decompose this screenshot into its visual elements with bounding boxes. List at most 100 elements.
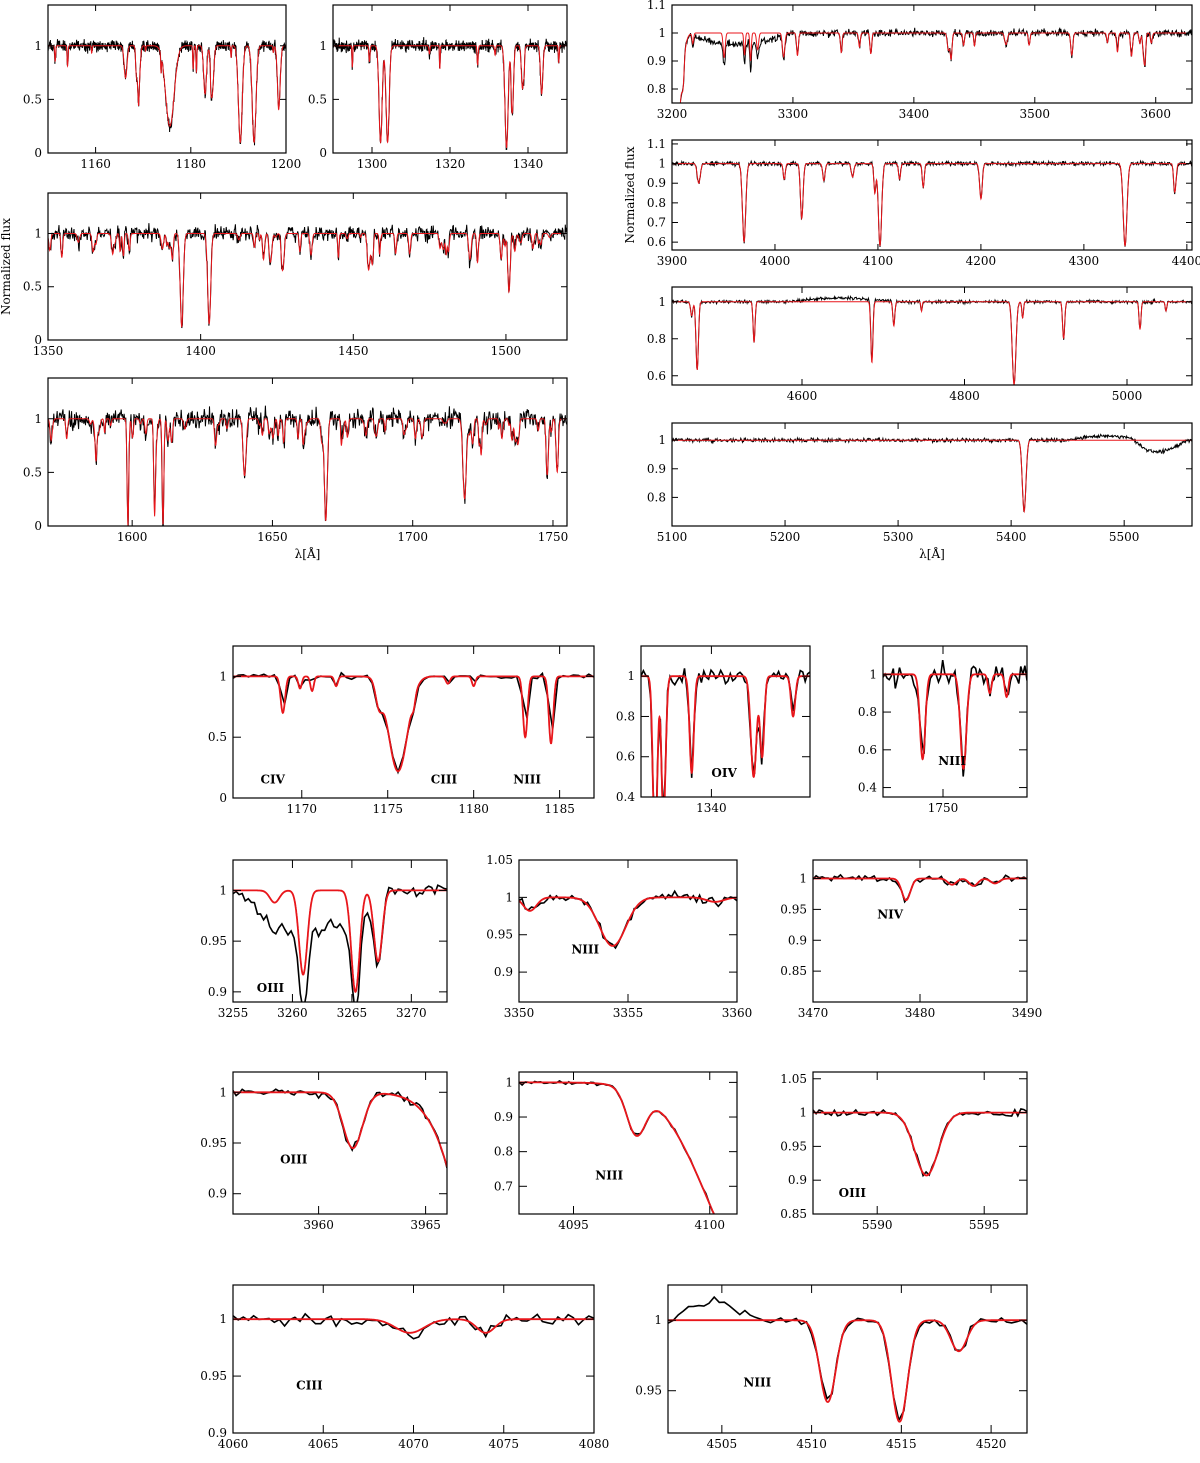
y-tick-label-z3-3: 1 <box>869 667 877 681</box>
x-tick-label-z4-1: 3260 <box>277 1006 308 1020</box>
line-annotation-z11-0: NIII <box>743 1375 771 1389</box>
y-tick-label-z9-1: 0.9 <box>788 1173 807 1187</box>
x-tick-label-p3-3: 1500 <box>491 344 522 358</box>
panel-frame-p6 <box>671 139 1193 251</box>
x-tick-label-z5-1: 3355 <box>613 1006 644 1020</box>
x-tick-label-p7-0: 4600 <box>787 389 818 403</box>
x-tick-label-p6-4: 4300 <box>1069 254 1100 268</box>
panel-frame-p1 <box>47 4 287 154</box>
y-tick-label-z10-2: 1 <box>219 1312 227 1326</box>
line-annotation-z4-0: OIII <box>257 981 285 995</box>
line-annotation-z1-2: NIII <box>513 772 541 786</box>
panel-z3: 1750 0.4 0.6 0.8 1 NIII <box>858 645 1028 815</box>
y-tick-label-p1-0: 0 <box>34 146 42 160</box>
panel-z6: 3470 3480 3490 0.85 0.9 0.95 1 NIV <box>780 859 1043 1020</box>
x-tick-label-p6-0: 3900 <box>657 254 688 268</box>
y-tick-label-z7-1: 0.95 <box>200 1136 227 1150</box>
y-tick-label-p5-0: 0.8 <box>647 82 666 96</box>
y-tick-label-p6-5: 1.1 <box>647 137 666 151</box>
x-tick-label-z6-2: 3490 <box>1012 1006 1043 1020</box>
y-tick-label-z4-1: 0.95 <box>200 934 227 948</box>
model-spectrum-z10 <box>233 1318 594 1334</box>
x-tick-label-p2-2: 1340 <box>513 157 544 171</box>
x-tick-label-p3-2: 1450 <box>338 344 369 358</box>
panel-p7: 4600 4800 5000 0.6 0.8 1 <box>647 286 1193 403</box>
x-tick-label-z9-1: 5595 <box>969 1218 1000 1232</box>
model-spectrum-p5 <box>679 32 1192 103</box>
model-spectrum-z2 <box>641 675 810 797</box>
x-tick-label-z1-1: 1175 <box>372 802 403 816</box>
y-tick-label-p3-1: 0.5 <box>23 280 42 294</box>
x-tick-label-z10-2: 4070 <box>398 1437 429 1451</box>
x-tick-label-z10-4: 4080 <box>579 1437 610 1451</box>
y-axis-title-p6: Normalized flux <box>623 146 637 243</box>
model-spectrum-p4 <box>48 418 567 526</box>
x-tick-label-p1-0: 1160 <box>80 157 111 171</box>
x-tick-label-z7-0: 3960 <box>303 1218 334 1232</box>
x-tick-label-p5-3: 3500 <box>1020 107 1051 121</box>
y-tick-label-p1-1: 0.5 <box>23 92 42 106</box>
x-tick-label-p5-0: 3200 <box>657 107 688 121</box>
x-tick-label-p2-1: 1320 <box>435 157 466 171</box>
line-annotation-z5-0: NIII <box>571 942 599 956</box>
y-tick-label-p4-1: 0.5 <box>23 465 42 479</box>
line-annotation-z10-0: CIII <box>296 1379 323 1393</box>
x-tick-label-p4-2: 1700 <box>397 530 428 544</box>
y-tick-label-p6-1: 0.7 <box>647 216 666 230</box>
model-spectrum-z8 <box>519 1081 715 1214</box>
model-spectrum-p8 <box>672 439 1192 514</box>
x-tick-label-z4-0: 3255 <box>218 1006 249 1020</box>
x-tick-label-p4-1: 1650 <box>257 530 288 544</box>
y-tick-label-z2-0: 0.4 <box>616 790 635 804</box>
x-tick-label-p4-0: 1600 <box>117 530 148 544</box>
model-spectrum-z11 <box>668 1319 1027 1423</box>
y-tick-label-z9-0: 0.85 <box>780 1207 807 1221</box>
y-tick-label-p3-2: 1 <box>34 226 42 240</box>
panel-p3: 1350 1400 1450 1500 0 0.5 1 Normalized flux <box>0 192 568 358</box>
x-tick-label-z1-3: 1185 <box>544 802 575 816</box>
observed-spectrum-z10 <box>233 1312 594 1340</box>
x-tick-label-z7-1: 3965 <box>410 1218 441 1232</box>
model-spectrum-p3 <box>48 232 567 328</box>
x-tick-label-z8-1: 4100 <box>694 1218 725 1232</box>
x-tick-label-z1-0: 1170 <box>286 802 317 816</box>
model-spectrum-p2 <box>333 45 567 148</box>
panel-p6: 3900 4000 4100 4200 4300 4400 0.6 0.7 0.8 0.9 1 1.1… <box>623 137 1200 268</box>
panel-p4: 1600 1650 1700 1750 0 0.5 1 λ[Å] <box>23 377 569 561</box>
y-tick-label-z11-1: 1 <box>654 1313 662 1327</box>
panel-frame-p4 <box>47 377 568 527</box>
x-tick-label-z10-3: 4075 <box>488 1437 519 1451</box>
y-tick-label-p5-1: 0.9 <box>647 54 666 68</box>
x-tick-label-p4-3: 1750 <box>538 530 569 544</box>
y-tick-label-p2-2: 1 <box>319 39 327 53</box>
y-tick-label-z10-0: 0.9 <box>208 1426 227 1440</box>
y-tick-label-z1-1: 0.5 <box>208 730 227 744</box>
x-tick-label-p7-2: 5000 <box>1112 389 1143 403</box>
y-axis-title-p3: Normalized flux <box>0 218 13 315</box>
y-tick-label-p8-2: 1 <box>658 433 666 447</box>
panel-p2: 1300 1320 1340 0 0.5 1 <box>308 4 568 171</box>
y-tick-label-z2-3: 1 <box>627 669 635 683</box>
x-tick-label-z10-1: 4065 <box>308 1437 339 1451</box>
y-tick-label-z5-2: 1 <box>505 890 513 904</box>
panel-p8: 5100 5200 5300 5400 5500 0.8 0.9 1 λ[Å] <box>647 422 1193 561</box>
y-tick-label-z2-1: 0.6 <box>616 750 635 764</box>
line-annotation-z2-0: OIV <box>711 766 737 780</box>
x-tick-label-p3-1: 1400 <box>185 344 216 358</box>
y-tick-label-z7-0: 0.9 <box>208 1187 227 1201</box>
x-tick-label-z1-2: 1180 <box>458 802 489 816</box>
model-spectrum-z3 <box>883 673 1027 770</box>
model-spectrum-z4 <box>233 889 447 993</box>
y-tick-label-z8-3: 1 <box>505 1075 513 1089</box>
x-tick-label-z5-2: 3360 <box>722 1006 753 1020</box>
x-tick-label-z5-0: 3350 <box>504 1006 535 1020</box>
x-tick-label-p8-4: 5500 <box>1109 530 1140 544</box>
panel-frame-p5 <box>671 4 1193 104</box>
y-tick-label-p4-0: 0 <box>34 519 42 533</box>
model-spectrum-z7 <box>233 1091 447 1167</box>
y-tick-label-z3-2: 0.8 <box>858 705 877 719</box>
line-annotation-z3-0: NIII <box>938 754 966 768</box>
panel-z1: 1170 1175 1180 1185 0 0.5 1 CIV CIII NIII <box>208 645 595 816</box>
model-spectrum-z6 <box>813 877 1027 901</box>
panel-z9: 5590 5595 0.85 0.9 0.95 1 1.05 OIII <box>780 1071 1028 1232</box>
